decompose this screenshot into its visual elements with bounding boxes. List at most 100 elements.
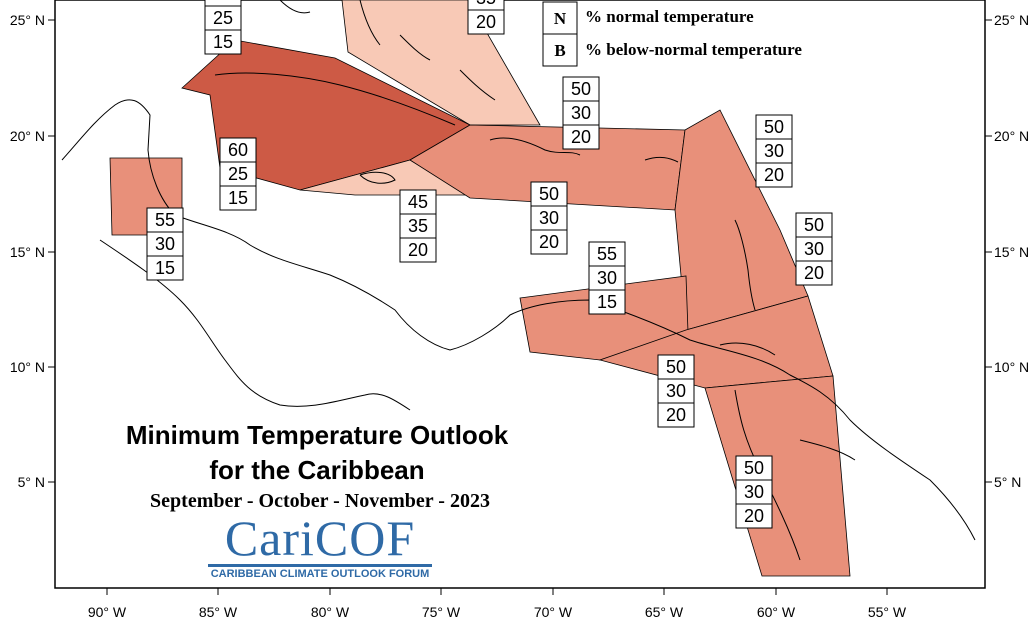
lon-tick-label: 55° W <box>868 604 907 620</box>
prob-cell <box>530 229 568 255</box>
tick-marks <box>48 19 992 595</box>
prob-box-windward-islands: 50 30 20 <box>795 212 833 286</box>
prob-value: 50 <box>804 215 824 235</box>
prob-value: 50 <box>539 184 559 204</box>
prob-box-abc-islands: 55 30 15 <box>588 241 626 315</box>
prob-value: 15 <box>597 292 617 312</box>
legend-code-below: B <box>554 41 565 60</box>
prob-cell <box>467 9 505 35</box>
prob-cell <box>755 162 793 188</box>
prob-value: 55 <box>597 244 617 264</box>
prob-cell <box>562 124 600 150</box>
prob-box-guianas: 50 30 20 <box>735 455 773 529</box>
prob-cell <box>219 137 257 163</box>
lat-tick-label: 25° N <box>994 12 1029 28</box>
prob-value: 25 <box>228 164 248 184</box>
prob-value: 20 <box>539 232 559 252</box>
prob-cell <box>588 289 626 315</box>
lat-tick-label: 10° N <box>10 359 45 375</box>
prob-box-hispaniola-puerto-rico: 50 30 20 <box>530 181 568 255</box>
prob-value: 50 <box>571 79 591 99</box>
prob-value: 30 <box>597 268 617 288</box>
prob-cell <box>562 100 600 126</box>
lon-tick-label: 70° W <box>534 604 573 620</box>
prob-box-jamaica: 45 35 20 <box>399 189 437 263</box>
prob-box-bahamas-west: 60 25 15 <box>204 0 242 55</box>
lat-tick-label: 20° N <box>994 128 1029 144</box>
prob-cell <box>657 378 695 404</box>
prob-value: 50 <box>744 458 764 478</box>
map-title-line2: for the Caribbean <box>209 455 425 485</box>
prob-cell <box>146 255 184 281</box>
prob-cell <box>204 29 242 55</box>
lon-tick-label: 85° W <box>199 604 238 620</box>
caricof-logo: CariCOF CARIBBEAN CLIMATE OUTLOOK FORUM <box>200 512 440 582</box>
region-bahamas-east <box>341 0 541 126</box>
map-title: Minimum Temperature Outlook <box>125 420 509 450</box>
prob-cell <box>219 185 257 211</box>
lat-tick-label: 15° N <box>10 244 45 260</box>
prob-value: 30 <box>666 381 686 401</box>
legend-key-normal <box>542 1 578 35</box>
map-period: September - October - November - 2023 <box>150 490 490 512</box>
prob-cell <box>795 260 833 286</box>
prob-value: 30 <box>764 141 784 161</box>
prob-value: 55 <box>155 210 175 230</box>
outlook-regions <box>109 0 851 577</box>
prob-value: 15 <box>155 258 175 278</box>
lon-tick-label: 60° W <box>757 604 796 620</box>
prob-cell <box>204 5 242 31</box>
prob-value: 30 <box>539 208 559 228</box>
prob-cell <box>146 207 184 233</box>
prob-cell <box>657 354 695 380</box>
prob-value: 35 <box>408 216 428 236</box>
prob-box-belize: 55 30 15 <box>146 207 184 281</box>
lon-tick-label: 65° W <box>645 604 684 620</box>
prob-value: 15 <box>228 188 248 208</box>
prob-value: 20 <box>764 165 784 185</box>
prob-cell <box>755 138 793 164</box>
prob-box-cuba: 60 25 15 <box>219 137 257 211</box>
latitude-labels-left: 25° N 20° N 15° N 10° N 5° N <box>10 12 45 490</box>
prob-value: 30 <box>155 234 175 254</box>
probability-boxes: 60 25 15 35 20 60 25 15 55 30 15 45 35 20 50 30 20 50 30 20… <box>146 0 833 529</box>
prob-value: 20 <box>804 263 824 283</box>
lat-tick-label: 10° N <box>994 359 1029 375</box>
lat-tick-label: 5° N <box>18 474 45 490</box>
prob-cell <box>562 76 600 102</box>
prob-cell <box>735 479 773 505</box>
prob-value: 20 <box>408 240 428 260</box>
lat-tick-label: 5° N <box>994 474 1021 490</box>
prob-value: 20 <box>571 127 591 147</box>
lat-tick-label: 20° N <box>10 128 45 144</box>
lat-tick-label: 15° N <box>994 244 1029 260</box>
logo-wordmark: CariCOF <box>224 510 416 566</box>
prob-cell <box>530 181 568 207</box>
logo-tagline: CARIBBEAN CLIMATE OUTLOOK FORUM <box>210 568 430 580</box>
prob-box-turks-caicos: 50 30 20 <box>562 76 600 150</box>
legend-key-below <box>542 33 578 67</box>
logo-underline <box>208 564 432 567</box>
prob-cell <box>755 114 793 140</box>
prob-value: 60 <box>228 140 248 160</box>
legend-label-below: % below-normal temperature <box>585 40 802 59</box>
prob-value: 25 <box>213 8 233 28</box>
prob-value: 20 <box>744 506 764 526</box>
lon-tick-label: 90° W <box>88 604 127 620</box>
prob-cell <box>735 455 773 481</box>
prob-cell <box>795 236 833 262</box>
legend: N % normal temperature B % below-normal … <box>542 1 802 67</box>
prob-value: 35 <box>476 0 496 8</box>
longitude-labels: 90° W 85° W 80° W 75° W 70° W 65° W 60° … <box>88 604 907 620</box>
prob-value: 60 <box>213 0 233 4</box>
prob-box-leeward-islands: 50 30 20 <box>755 114 793 188</box>
lat-tick-label: 25° N <box>10 12 45 28</box>
prob-cell <box>399 237 437 263</box>
prob-cell <box>399 189 437 215</box>
prob-value: 30 <box>744 482 764 502</box>
prob-value: 20 <box>476 12 496 32</box>
prob-value: 20 <box>666 405 686 425</box>
prob-value: 15 <box>213 32 233 52</box>
prob-box-bahamas-east: 35 20 <box>467 0 505 35</box>
